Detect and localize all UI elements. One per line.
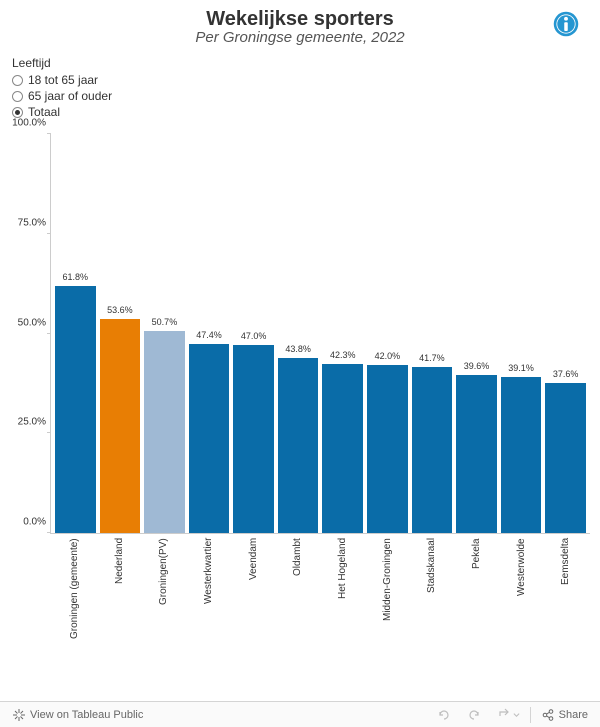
x-axis-label: Westerkwartier [188, 538, 229, 658]
x-axis-label: Veendam [233, 538, 274, 658]
bar-column[interactable]: 37.6% [545, 383, 586, 533]
x-axis-label: Het Hogeland [322, 538, 363, 658]
bar [322, 364, 363, 533]
y-axis-tick: 100.0% [6, 118, 46, 129]
bar-column[interactable]: 41.7% [412, 367, 453, 533]
radio-icon [12, 75, 23, 86]
radio-label: 18 tot 65 jaar [28, 73, 98, 87]
bar [55, 286, 96, 533]
bar [412, 367, 453, 533]
bar-value-label: 47.0% [241, 331, 267, 341]
x-axis-label: Stadskanaal [411, 538, 452, 658]
info-icon[interactable] [552, 10, 580, 38]
radio-icon [12, 107, 23, 118]
bar-value-label: 39.6% [464, 361, 490, 371]
radio-label: 65 jaar of ouder [28, 89, 112, 103]
bar-column[interactable]: 42.3% [322, 364, 363, 533]
redo-button[interactable] [461, 705, 487, 725]
x-axis-label: Oldambt [277, 538, 318, 658]
bar [100, 319, 141, 533]
bar [189, 344, 230, 533]
y-axis-tick: 0.0% [6, 517, 46, 528]
bar-value-label: 42.3% [330, 350, 356, 360]
reset-button[interactable] [491, 705, 526, 725]
radio-option[interactable]: 18 tot 65 jaar [12, 72, 588, 88]
x-axis-label: Eemsdelta [545, 538, 586, 658]
bar-value-label: 47.4% [196, 330, 222, 340]
y-axis-tick: 50.0% [6, 317, 46, 328]
radio-option[interactable]: 65 jaar of ouder [12, 88, 588, 104]
bar [545, 383, 586, 533]
tableau-logo-button[interactable]: View on Tableau Public [6, 705, 149, 725]
y-axis-tick: 75.0% [6, 217, 46, 228]
bar-column[interactable]: 43.8% [278, 358, 319, 533]
x-axis-label: Nederland [99, 538, 140, 658]
radio-option[interactable]: Totaal [12, 104, 588, 120]
x-axis-label: Pekela [456, 538, 497, 658]
tableau-toolbar: View on Tableau Public Share [0, 701, 600, 727]
x-axis-label: Westerwolde [501, 538, 542, 658]
bar-value-label: 37.6% [553, 369, 579, 379]
bar-column[interactable]: 47.4% [189, 344, 230, 533]
bar-value-label: 53.6% [107, 305, 133, 315]
chart-subtitle: Per Groningse gemeente, 2022 [20, 29, 580, 46]
bar [456, 375, 497, 533]
bar-chart: 61.8%53.6%50.7%47.4%47.0%43.8%42.3%42.0%… [0, 124, 600, 701]
chart-header: Wekelijkse sporters Per Groningse gemeen… [0, 0, 600, 50]
y-axis-tick: 25.0% [6, 417, 46, 428]
share-button[interactable]: Share [535, 705, 594, 725]
bar-column[interactable]: 39.6% [456, 375, 497, 533]
bar-value-label: 50.7% [152, 317, 178, 327]
share-label: Share [559, 709, 588, 721]
bar-value-label: 61.8% [63, 272, 89, 282]
chart-title: Wekelijkse sporters [20, 8, 580, 31]
x-axis-label: Midden-Groningen [367, 538, 408, 658]
bar [144, 331, 185, 533]
bar-value-label: 39.1% [508, 363, 534, 373]
bar-column[interactable]: 39.1% [501, 377, 542, 533]
x-axis-label: Groningen (gemeente) [54, 538, 95, 658]
filter-title: Leeftijd [12, 56, 588, 70]
bar [278, 358, 319, 533]
bar-value-label: 43.8% [285, 344, 311, 354]
bar-value-label: 41.7% [419, 353, 445, 363]
view-on-tableau-label: View on Tableau Public [30, 709, 143, 721]
bar [367, 365, 408, 533]
bar-column[interactable]: 53.6% [100, 319, 141, 533]
x-axis-label: Groningen(PV) [143, 538, 184, 658]
bar-column[interactable]: 47.0% [233, 345, 274, 533]
bar-value-label: 42.0% [375, 351, 401, 361]
age-filter: Leeftijd 18 tot 65 jaar 65 jaar of ouderT… [0, 50, 600, 124]
undo-button[interactable] [431, 705, 457, 725]
bar [501, 377, 542, 533]
bar [233, 345, 274, 533]
bar-column[interactable]: 61.8% [55, 286, 96, 533]
bar-column[interactable]: 50.7% [144, 331, 185, 533]
bar-column[interactable]: 42.0% [367, 365, 408, 533]
radio-icon [12, 91, 23, 102]
